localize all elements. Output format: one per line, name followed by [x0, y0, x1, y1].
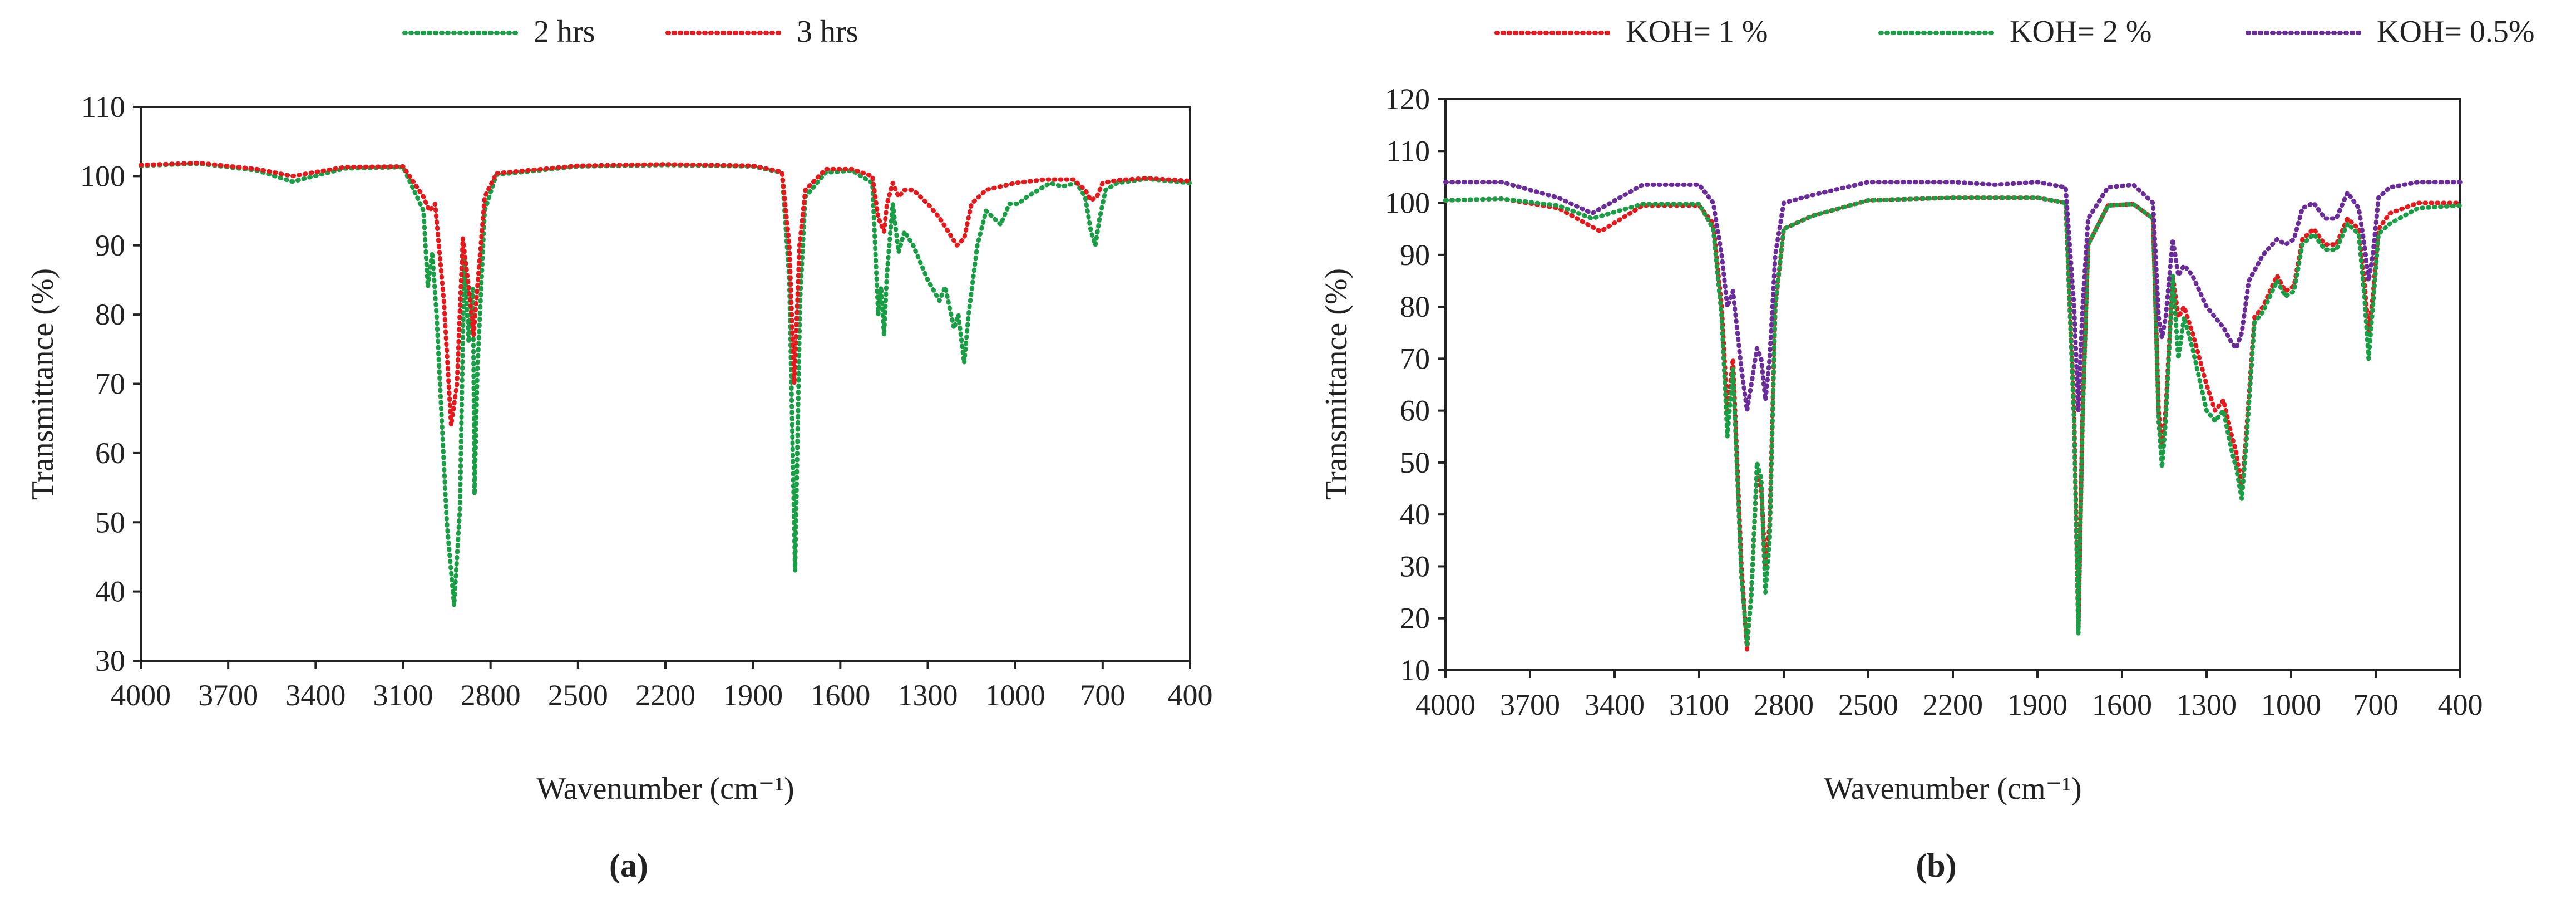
- panel-b-x-tick-label: 4000: [1415, 688, 1475, 721]
- panel-b-y-tick-label: 20: [1400, 602, 1430, 635]
- panel-a-x-tick-label: 2500: [548, 679, 608, 712]
- panel-b-x-tick-label: 400: [2438, 688, 2483, 721]
- panel-a-legend-label-1: 2 hrs: [534, 14, 595, 49]
- panel-a-x-tick-label: 700: [1080, 679, 1125, 712]
- panel-a-y-tick-label: 80: [95, 298, 125, 331]
- panel-a-y-ticks: 30 40 50 60 70 80 90 100 110: [80, 90, 141, 677]
- panel-b-x-tick-label: 2800: [1754, 688, 1814, 721]
- panel-a-y-tick-label: 50: [95, 505, 125, 539]
- panel-a-y-tick-label: 70: [95, 367, 125, 401]
- plot-a-frame: [140, 106, 1191, 662]
- panel-b-y-tick-label: 90: [1400, 238, 1430, 272]
- panel-a-x-tick-label: 2800: [461, 679, 521, 712]
- panel-b-x-tick-label: 3700: [1500, 688, 1560, 721]
- panel-a-y-axis-label: Transmittance (%): [26, 268, 60, 500]
- panel-b-legend-label-1: KOH= 1 %: [1626, 14, 1768, 49]
- panel-a-y-tick-label: 100: [80, 159, 125, 193]
- panel-b-series-line-2: [1443, 195, 2463, 647]
- panel-b-x-tick-label: 3100: [1669, 688, 1729, 721]
- panel-a-y-tick-label: 90: [95, 229, 125, 262]
- panel-b-x-tick-label: 1300: [2177, 688, 2237, 721]
- panel-b-y-tick-label: 30: [1400, 549, 1430, 583]
- panel-b-x-ticks: 4000 3700 3400 3100 2800 2500 2200 1900 1600 1300…: [1415, 670, 2483, 721]
- panel-a-legend: 2 hrs 3 hrs: [402, 14, 858, 49]
- panel-b-label: (b): [1916, 847, 1956, 884]
- panel-b-x-tick-label: 2200: [1923, 688, 1983, 721]
- plot-b-frame: [1444, 98, 2461, 671]
- panel-a-x-tick-label: 1900: [723, 679, 783, 712]
- panel-b-legend: KOH= 1 % KOH= 2 % KOH= 0.5%: [1494, 14, 2535, 49]
- panel-a-x-ticks: 4000 3700 3400 3100 2800 2500 2200 1900 1600 1300…: [111, 661, 1213, 712]
- panel-b-series: [1443, 180, 2463, 652]
- panel-a-x-axis-label: Wavenumber (cm⁻¹): [536, 772, 794, 806]
- panel-b-x-tick-label: 2500: [1838, 688, 1898, 721]
- panel-a-x-tick-label: 4000: [111, 679, 171, 712]
- panel-b-y-tick-label: 110: [1386, 134, 1430, 168]
- panel-b-y-tick-label: 70: [1400, 342, 1430, 375]
- panel-b-y-tick-label: 50: [1400, 446, 1430, 479]
- panel-a-label: (a): [609, 847, 648, 884]
- panel-a-x-tick-label: 3100: [373, 679, 433, 712]
- panel-b-y-ticks: 10 20 30 40 50 60 70 80 90 100 110 120: [1385, 82, 1445, 687]
- panel-a-x-tick-label: 400: [1168, 679, 1213, 712]
- panel-a-x-tick-label: 1600: [810, 679, 870, 712]
- panel-b-y-tick-label: 60: [1400, 394, 1430, 428]
- panel-b-y-tick-label: 120: [1385, 82, 1430, 116]
- panel-a-y-tick-label: 30: [95, 644, 125, 677]
- panel-b-y-tick-label: 80: [1400, 290, 1430, 323]
- panel-a-x-tick-label: 2200: [635, 679, 695, 712]
- panel-a-series: [139, 160, 1192, 608]
- panel-a-legend-label-2: 3 hrs: [797, 14, 858, 49]
- panel-a-chart: 30 40 50 60 70 80 90 100 110 4000 3700 3400 3100 280…: [26, 14, 1213, 884]
- panel-b-x-tick-label: 1600: [2092, 688, 2152, 721]
- panel-b-y-tick-label: 10: [1400, 654, 1430, 687]
- panel-b-y-tick-label: 100: [1385, 186, 1430, 220]
- panel-a-x-tick-label: 1000: [985, 679, 1045, 712]
- panel-a-series-line-1: [139, 161, 1192, 608]
- panel-a-x-tick-label: 3700: [198, 679, 258, 712]
- panel-a-y-tick-label: 110: [81, 90, 125, 124]
- panel-a-y-tick-label: 60: [95, 436, 125, 470]
- panel-b-x-tick-label: 700: [2353, 688, 2399, 721]
- panel-b-y-tick-label: 40: [1400, 498, 1430, 531]
- panel-b-legend-label-2: KOH= 2 %: [2010, 14, 2152, 49]
- panel-a-x-tick-label: 3400: [285, 679, 346, 712]
- panel-b-x-axis-label: Wavenumber (cm⁻¹): [1824, 772, 2081, 806]
- panel-b-chart: 10 20 30 40 50 60 70 80 90 100 110 120 4000 3700 3400…: [1319, 14, 2535, 884]
- panel-b-x-tick-label: 1900: [2007, 688, 2067, 721]
- panel-b-series-line-1: [1443, 195, 2463, 652]
- panel-b-legend-label-3: KOH= 0.5%: [2377, 14, 2535, 49]
- panel-b-series-line-3: [1443, 180, 2463, 413]
- panel-b-x-tick-label: 1000: [2261, 688, 2321, 721]
- panel-b-y-axis-label: Transmittance (%): [1319, 268, 1354, 500]
- panel-a-y-tick-label: 40: [95, 575, 125, 608]
- panel-a-x-tick-label: 1300: [898, 679, 958, 712]
- panel-b-x-tick-label: 3400: [1585, 688, 1645, 721]
- panel-a-series-line-2: [139, 160, 1192, 428]
